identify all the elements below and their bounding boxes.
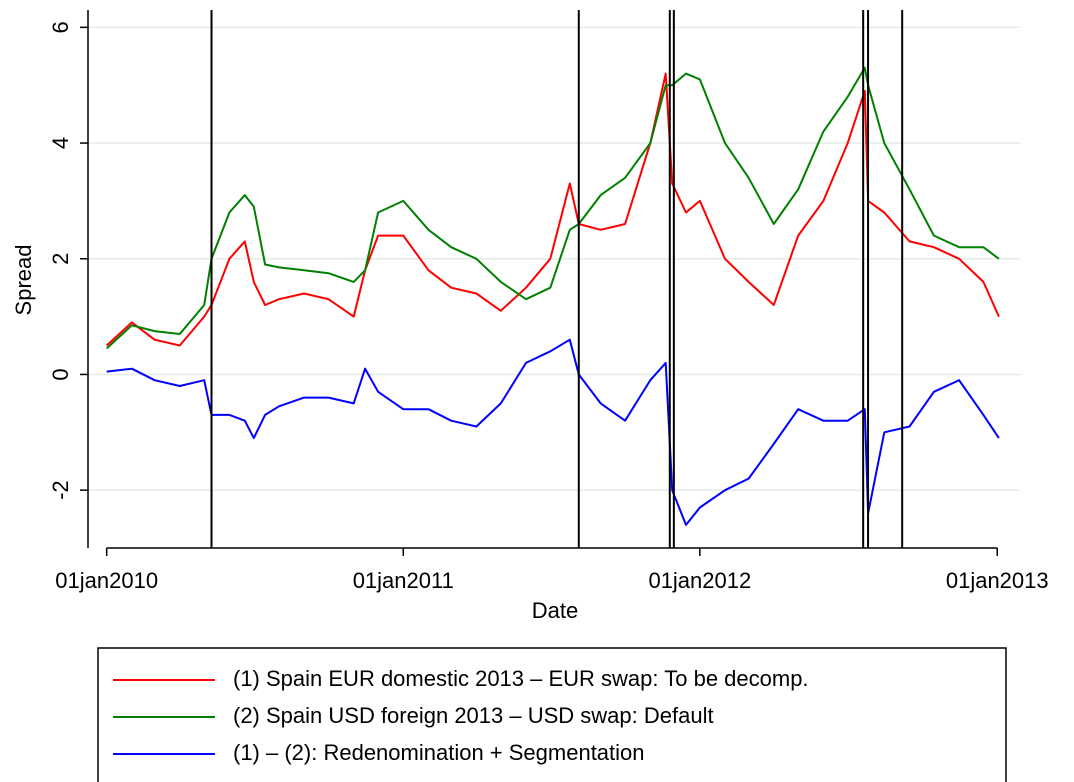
series-line [106, 338, 1000, 526]
y-tick-label: 0 [48, 368, 73, 380]
y-axis-label: Spread [11, 245, 36, 316]
x-tick-label: 01jan2010 [55, 568, 158, 593]
y-tick-label: 2 [48, 253, 73, 265]
y-tick-label: 6 [48, 21, 73, 33]
y-tick-label: -2 [48, 480, 73, 500]
series-line [106, 66, 1000, 350]
legend-label: (1) Spain EUR domestic 2013 – EUR swap: … [233, 666, 809, 691]
y-tick-label: 4 [48, 137, 73, 149]
series-line [106, 72, 1000, 347]
x-tick-label: 01jan2011 [353, 568, 454, 593]
legend-box [97, 647, 1007, 782]
x-tick-label: 01jan2012 [648, 568, 751, 593]
x-tick-label: 01jan2013 [946, 568, 1049, 593]
legend-label: (2) Spain USD foreign 2013 – USD swap: D… [233, 703, 714, 728]
legend-label: (1) – (2): Redenomination + Segmentation [233, 740, 645, 765]
x-axis-label: Date [532, 598, 578, 623]
